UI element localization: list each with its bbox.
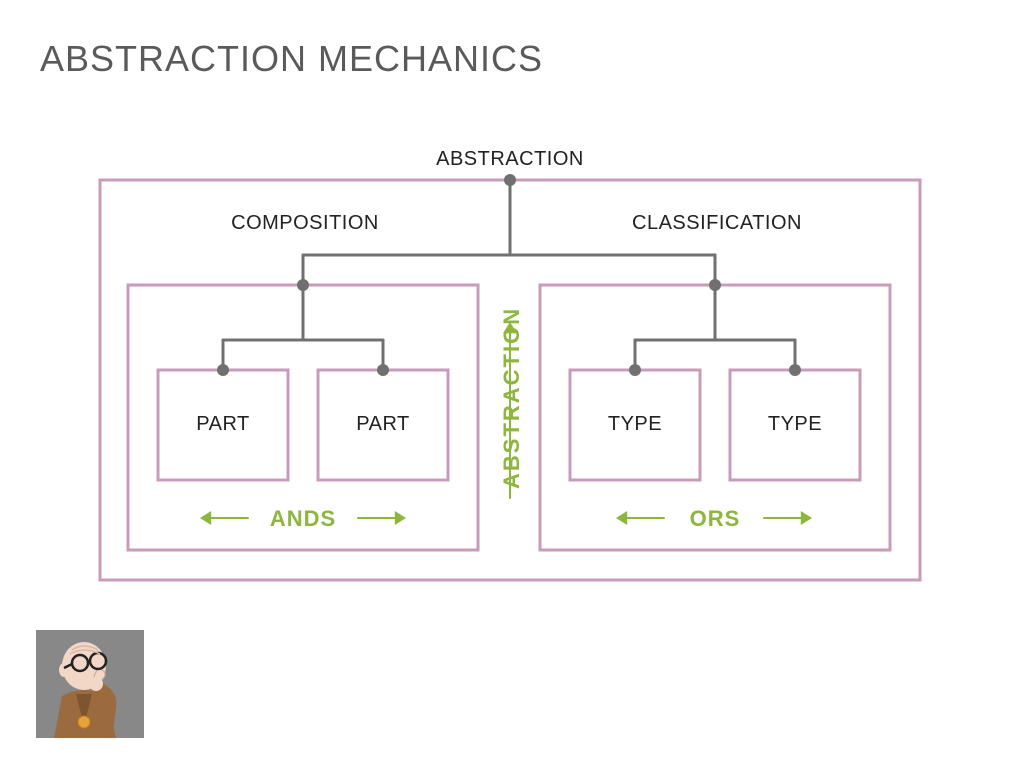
label-abstraction-top: ABSTRACTION (410, 148, 610, 171)
label-part-2: PART (318, 413, 448, 436)
label-type-2: TYPE (730, 413, 860, 436)
presenter-avatar (36, 630, 144, 738)
label-type-1: TYPE (570, 413, 700, 436)
label-classification: CLASSIFICATION (612, 212, 822, 235)
label-ors: ORS (676, 506, 754, 532)
label-abstraction-vertical: ABSTRACTION (499, 329, 525, 489)
label-composition: COMPOSITION (200, 212, 410, 235)
label-ands: ANDS (258, 506, 348, 532)
label-part-1: PART (158, 413, 288, 436)
